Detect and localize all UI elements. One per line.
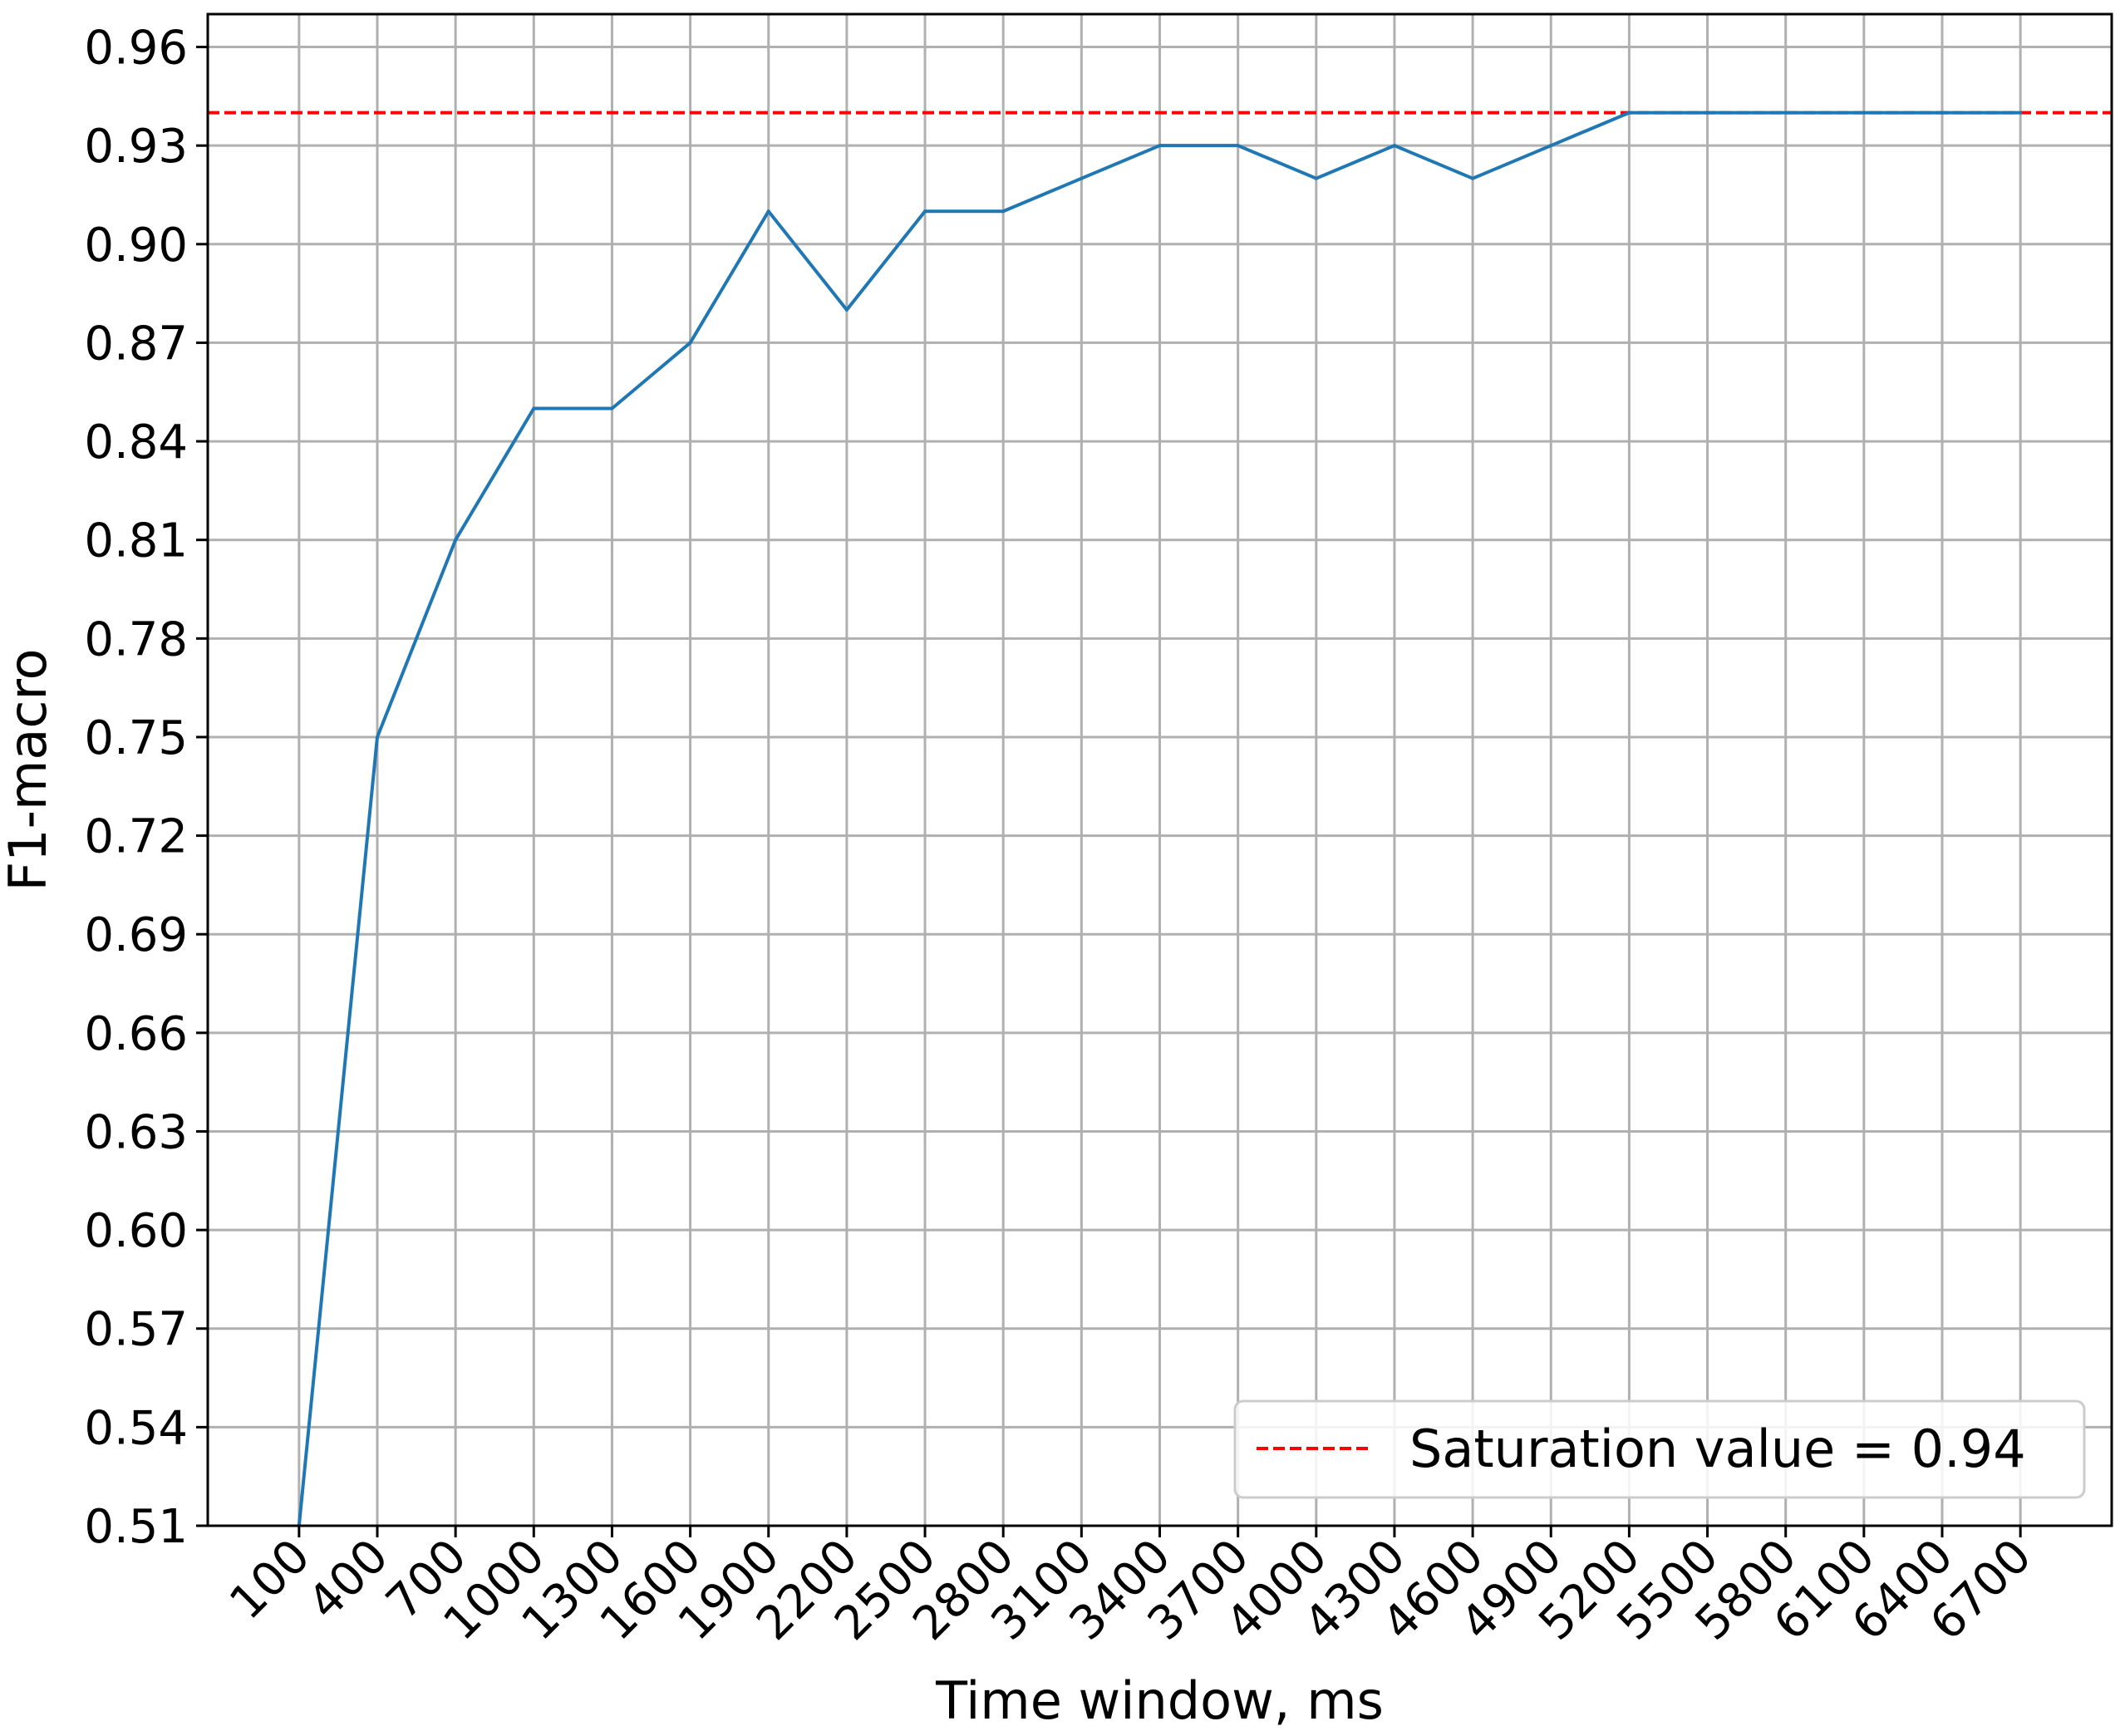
y-tick-label: 0.87 [84, 317, 188, 371]
y-tick-label: 0.72 [84, 810, 188, 864]
y-tick-label: 0.81 [84, 514, 188, 568]
data-point [1705, 111, 1709, 115]
y-tick-label: 0.69 [84, 908, 188, 962]
legend-label-saturation: Saturation value = 0.94 [1409, 1419, 2026, 1479]
y-tick-label: 0.93 [84, 120, 188, 174]
x-axis-label: Time window, ms [935, 1670, 1384, 1731]
data-point [766, 209, 770, 214]
data-point [610, 406, 614, 411]
data-point [1001, 209, 1006, 214]
y-tick-label: 0.57 [84, 1303, 188, 1357]
data-point [1549, 144, 1553, 148]
data-point [1862, 111, 1866, 115]
data-point [923, 209, 927, 214]
y-tick-label: 0.90 [84, 219, 188, 273]
y-tick-label: 0.66 [84, 1007, 188, 1061]
y-tick-label: 0.96 [84, 22, 188, 76]
data-point [1783, 111, 1788, 115]
data-point [1158, 144, 1162, 148]
data-point [1392, 144, 1396, 148]
data-point [2019, 111, 2023, 115]
data-point [1940, 111, 1945, 115]
grid [208, 14, 2112, 1527]
y-tick-label: 0.51 [84, 1500, 188, 1554]
y-axis-ticks: 0.51 0.54 0.57 0.60 0.63 0.66 0.69 0.72 0.75 0.78… [84, 22, 208, 1554]
y-tick-label: 0.75 [84, 711, 188, 765]
y-tick-label: 0.60 [84, 1204, 188, 1258]
data-point [454, 538, 458, 542]
data-point [1236, 144, 1240, 148]
y-tick-label: 0.63 [84, 1105, 188, 1159]
data-point [375, 735, 379, 739]
y-tick-label: 0.78 [84, 612, 188, 666]
data-point [1471, 176, 1475, 180]
data-point [1627, 111, 1631, 115]
y-axis-label: F1-macro [0, 648, 58, 891]
data-point [532, 406, 536, 411]
data-point [1080, 176, 1084, 180]
data-point [688, 341, 692, 345]
legend-box [1233, 1399, 2086, 1499]
data-point [844, 307, 848, 312]
y-tick-label: 0.54 [84, 1401, 188, 1455]
data-point [1314, 176, 1318, 180]
legend: Saturation value = 0.94 [1233, 1399, 2086, 1499]
y-tick-label: 0.84 [84, 416, 188, 470]
